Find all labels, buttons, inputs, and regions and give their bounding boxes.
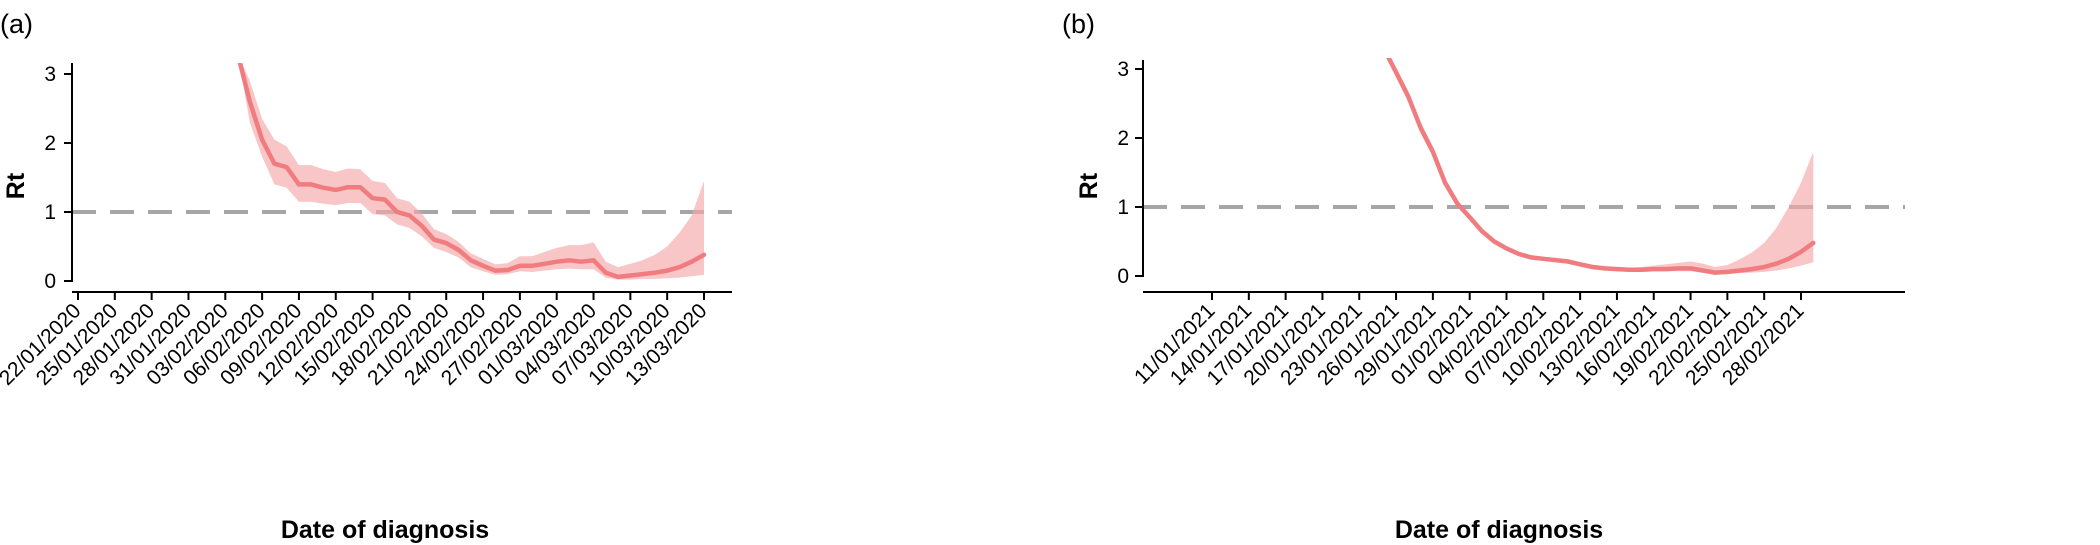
x-axis-title: Date of diagnosis: [1395, 516, 1603, 544]
y-tick-label: 0: [1117, 265, 1129, 288]
panel-a: (a) 012322/01/202025/01/202028/01/202031…: [0, 9, 732, 544]
confidence-band: [239, 63, 704, 280]
y-tick-label: 2: [1117, 127, 1129, 150]
confidence-band: [1387, 58, 1814, 274]
y-axis-title: Rt: [2, 172, 30, 199]
y-tick-label: 1: [1117, 196, 1129, 219]
y-tick-label: 3: [1117, 58, 1129, 81]
panel-b: (b) 012311/01/202114/01/202117/01/202120…: [1062, 9, 1905, 544]
y-axis-title: Rt: [1075, 172, 1103, 199]
panel-a-label: (a): [0, 9, 33, 39]
y-tick-label: 0: [44, 270, 56, 293]
rt-estimate-line: [237, 63, 707, 280]
rt-estimate-line: [1386, 58, 1816, 275]
panel-b-label: (b): [1062, 9, 1095, 39]
y-tick-label: 2: [44, 132, 56, 155]
x-axis-title: Date of diagnosis: [281, 516, 489, 544]
y-tick-label: 1: [44, 201, 56, 224]
y-tick-label: 3: [44, 63, 56, 86]
